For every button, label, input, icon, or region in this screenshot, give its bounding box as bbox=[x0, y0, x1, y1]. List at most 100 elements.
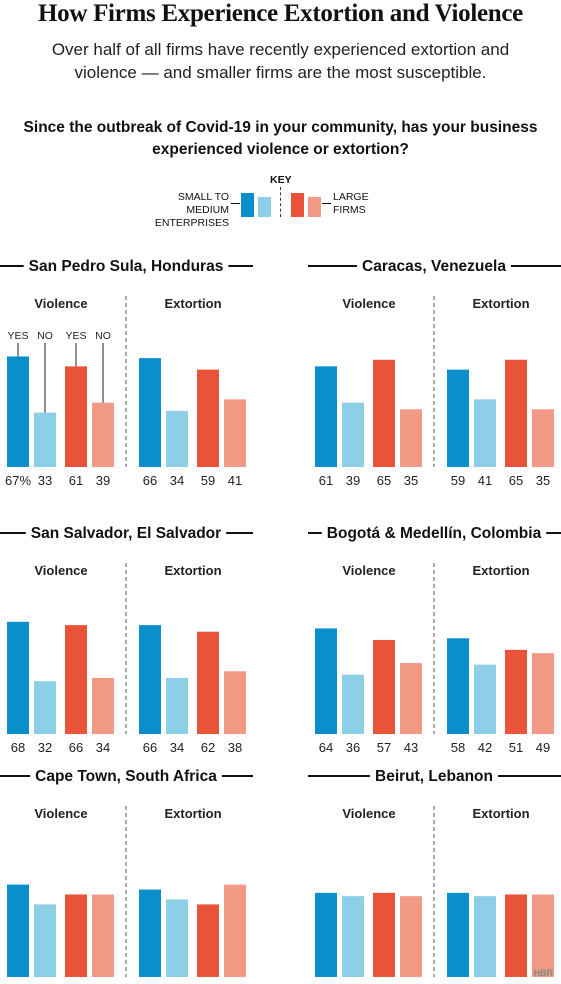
bar bbox=[342, 896, 364, 977]
page-subtitle: Over half of all firms have recently exp… bbox=[51, 40, 510, 82]
group-label: Extortion bbox=[472, 296, 529, 311]
page-title: How Firms Experience Extortion and Viole… bbox=[38, 0, 523, 27]
category-label: YES bbox=[65, 330, 86, 342]
value-label: 35 bbox=[536, 473, 550, 488]
group-label: Violence bbox=[342, 563, 395, 578]
bar bbox=[532, 894, 554, 977]
bar bbox=[373, 359, 395, 467]
category-label: NO bbox=[37, 330, 53, 342]
legend-swatch-sme-no bbox=[258, 197, 271, 217]
bar bbox=[197, 369, 219, 467]
bar bbox=[474, 664, 496, 734]
value-label: 67% bbox=[5, 473, 31, 488]
value-label: 39 bbox=[96, 473, 110, 488]
value-label: 35 bbox=[404, 473, 418, 488]
value-label: 36 bbox=[346, 740, 360, 755]
legend-divider bbox=[280, 187, 281, 217]
bar bbox=[224, 399, 246, 467]
legend-large-connector bbox=[322, 203, 331, 204]
legend-large-label-line2: FIRMS bbox=[333, 204, 366, 216]
bar bbox=[166, 677, 188, 734]
bar bbox=[400, 409, 422, 467]
bar bbox=[197, 904, 219, 977]
value-label: 64 bbox=[319, 740, 333, 755]
bar bbox=[315, 366, 337, 467]
value-label: 65 bbox=[509, 473, 523, 488]
bar bbox=[447, 638, 469, 734]
bar bbox=[532, 653, 554, 734]
legend-large-label-line1: LARGE bbox=[333, 191, 369, 203]
legend-sme-label: SMALL TO MEDIUM ENTERPRISES bbox=[133, 191, 229, 230]
bar bbox=[166, 899, 188, 977]
legend-swatch-large-no bbox=[308, 197, 321, 217]
legend-sme-connector bbox=[231, 203, 240, 204]
value-label: 66 bbox=[143, 740, 157, 755]
bar bbox=[373, 639, 395, 734]
group-label: Violence bbox=[34, 563, 87, 578]
value-label: 34 bbox=[170, 473, 184, 488]
bar bbox=[505, 649, 527, 734]
category-label: YES bbox=[7, 330, 28, 342]
chart-title: Caracas, Venezuela bbox=[362, 258, 506, 275]
chart-title: Bogotá & Medellín, Colombia bbox=[327, 525, 542, 542]
bar bbox=[34, 412, 56, 467]
bar bbox=[315, 628, 337, 734]
value-label: 39 bbox=[346, 473, 360, 488]
value-label: 61 bbox=[69, 473, 83, 488]
legend-sme-label-line1: SMALL TO MEDIUM bbox=[177, 191, 229, 216]
value-label: 65 bbox=[377, 473, 391, 488]
value-label: 34 bbox=[170, 740, 184, 755]
bar bbox=[7, 621, 29, 734]
value-label: 32 bbox=[38, 740, 52, 755]
bar bbox=[474, 399, 496, 467]
value-label: 58 bbox=[451, 740, 465, 755]
bar bbox=[65, 894, 87, 977]
bar bbox=[447, 369, 469, 467]
group-label: Extortion bbox=[472, 563, 529, 578]
bar bbox=[400, 896, 422, 977]
value-label: 43 bbox=[404, 740, 418, 755]
bar bbox=[505, 359, 527, 467]
value-label: 42 bbox=[478, 740, 492, 755]
value-label: 33 bbox=[38, 473, 52, 488]
value-label: 34 bbox=[96, 740, 110, 755]
value-label: 51 bbox=[509, 740, 523, 755]
value-label: 57 bbox=[377, 740, 391, 755]
group-label: Extortion bbox=[164, 563, 221, 578]
value-label: 62 bbox=[201, 740, 215, 755]
bar bbox=[65, 366, 87, 467]
value-label: 66 bbox=[143, 473, 157, 488]
bar bbox=[342, 674, 364, 734]
group-label: Extortion bbox=[472, 806, 529, 821]
chart-title: Cape Town, South Africa bbox=[35, 768, 217, 785]
chart-title: San Salvador, El Salvador bbox=[31, 525, 221, 542]
chart-title: San Pedro Sula, Honduras bbox=[29, 258, 224, 275]
bar bbox=[7, 356, 29, 467]
group-label: Violence bbox=[342, 296, 395, 311]
bar bbox=[224, 884, 246, 977]
category-label: NO bbox=[95, 330, 111, 342]
bar bbox=[505, 894, 527, 977]
bar bbox=[400, 663, 422, 734]
bar bbox=[92, 402, 114, 467]
group-label: Violence bbox=[342, 806, 395, 821]
value-label: 59 bbox=[451, 473, 465, 488]
group-label: Extortion bbox=[164, 296, 221, 311]
value-label: 66 bbox=[69, 740, 83, 755]
value-label: 41 bbox=[478, 473, 492, 488]
bar bbox=[447, 892, 469, 977]
bar bbox=[139, 889, 161, 977]
bar bbox=[315, 892, 337, 977]
hbr-logo: HBR bbox=[533, 968, 554, 978]
value-label: 41 bbox=[228, 473, 242, 488]
legend-large-label: LARGE FIRMS bbox=[333, 191, 369, 217]
group-label: Violence bbox=[34, 806, 87, 821]
bar bbox=[373, 892, 395, 977]
bar bbox=[532, 409, 554, 467]
bar bbox=[92, 894, 114, 977]
bar bbox=[224, 671, 246, 734]
value-label: 38 bbox=[228, 740, 242, 755]
bar bbox=[139, 358, 161, 467]
value-label: 61 bbox=[319, 473, 333, 488]
bar bbox=[139, 625, 161, 734]
